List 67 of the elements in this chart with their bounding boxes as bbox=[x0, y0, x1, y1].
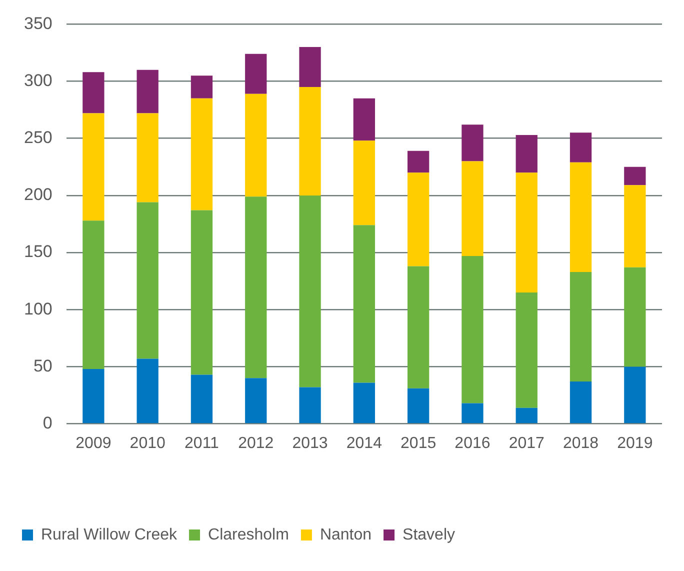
bar bbox=[245, 54, 267, 94]
bar bbox=[299, 47, 321, 87]
legend-label: Claresholm bbox=[208, 526, 289, 544]
bar bbox=[408, 266, 430, 388]
bar bbox=[570, 272, 592, 382]
bar bbox=[624, 185, 646, 268]
y-tick-label: 150 bbox=[24, 242, 52, 262]
bar bbox=[245, 378, 267, 424]
legend-label: Rural Willow Creek bbox=[41, 526, 178, 544]
legend-label: Stavely bbox=[402, 526, 455, 544]
x-tick-label: 2009 bbox=[76, 434, 112, 452]
x-tick-label: 2012 bbox=[238, 434, 274, 452]
bar bbox=[82, 72, 104, 114]
bar bbox=[462, 161, 484, 256]
bar bbox=[570, 132, 592, 162]
bar bbox=[82, 369, 104, 424]
bar bbox=[299, 387, 321, 424]
y-tick-label: 200 bbox=[24, 185, 52, 204]
x-tick-label: 2010 bbox=[130, 434, 166, 452]
bar bbox=[624, 267, 646, 367]
y-tick-label: 250 bbox=[24, 128, 52, 148]
bar bbox=[245, 94, 267, 197]
x-tick-label: 2015 bbox=[400, 434, 436, 452]
bar bbox=[624, 166, 646, 186]
bar bbox=[136, 113, 158, 202]
bar bbox=[408, 172, 430, 266]
bar bbox=[82, 113, 104, 221]
x-tick-label: 2017 bbox=[508, 434, 545, 452]
bar bbox=[353, 382, 376, 424]
bar bbox=[190, 98, 213, 210]
y-tick-label: 350 bbox=[24, 14, 52, 33]
bar bbox=[462, 124, 484, 162]
y-tick-label: 0 bbox=[42, 413, 52, 432]
bar bbox=[353, 140, 376, 226]
x-tick-label: 2016 bbox=[454, 434, 490, 452]
bar bbox=[82, 220, 104, 369]
y-tick-label: 50 bbox=[33, 356, 52, 376]
bar bbox=[136, 358, 158, 424]
bar bbox=[353, 98, 376, 141]
bar bbox=[624, 366, 646, 424]
legend-label: Nanton bbox=[320, 526, 372, 544]
bar bbox=[190, 374, 213, 424]
bar bbox=[353, 225, 376, 383]
x-tick-label: 2019 bbox=[617, 434, 653, 452]
bar bbox=[462, 403, 484, 424]
bar bbox=[570, 162, 592, 272]
bar bbox=[408, 150, 430, 173]
bar bbox=[136, 202, 158, 359]
x-tick-label: 2011 bbox=[184, 434, 220, 452]
bar bbox=[245, 196, 267, 378]
bar bbox=[190, 210, 213, 375]
bar bbox=[299, 86, 321, 196]
bar bbox=[299, 195, 321, 388]
x-tick-label: 2014 bbox=[346, 434, 382, 452]
bar bbox=[516, 292, 538, 408]
bar bbox=[462, 256, 484, 404]
bar bbox=[516, 408, 538, 424]
y-tick-label: 300 bbox=[24, 70, 52, 90]
bar bbox=[570, 382, 592, 424]
bar bbox=[516, 134, 538, 173]
x-tick-label: 2013 bbox=[292, 434, 328, 452]
bar bbox=[408, 388, 430, 424]
bar bbox=[136, 70, 158, 114]
bar bbox=[190, 76, 213, 98]
bar bbox=[516, 172, 538, 293]
y-tick-label: 100 bbox=[24, 299, 52, 318]
x-tick-label: 2018 bbox=[562, 434, 599, 452]
